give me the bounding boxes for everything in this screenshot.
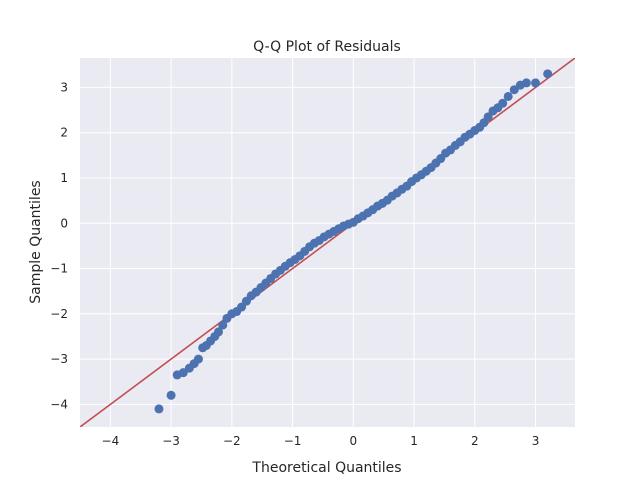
y-tick-label: 1 (60, 171, 68, 185)
y-tick-label: −4 (50, 397, 68, 411)
tick-labels: −4 −3 −2 −1 0 1 2 3 −4 −3 −2 −1 0 1 2 3 (50, 80, 539, 448)
x-tick-label: −1 (284, 434, 302, 448)
x-tick-label: 3 (532, 434, 540, 448)
x-tick-label: 1 (410, 434, 418, 448)
y-tick-label: 3 (60, 80, 68, 94)
data-point (166, 390, 176, 400)
y-tick-label: 2 (60, 126, 68, 140)
data-points (154, 69, 553, 414)
data-point (154, 404, 164, 414)
data-point (498, 98, 508, 108)
x-tick-label: −2 (223, 434, 241, 448)
data-point (193, 354, 203, 364)
grid-lines (80, 58, 575, 427)
data-point (521, 78, 531, 88)
y-tick-label: −2 (50, 307, 68, 321)
reference-line-layer (80, 58, 575, 427)
data-point (218, 320, 228, 330)
x-tick-label: −4 (102, 434, 120, 448)
y-tick-label: 0 (60, 216, 68, 230)
data-point (503, 91, 513, 101)
y-axis-label: Sample Quantiles (28, 180, 44, 303)
data-point (543, 69, 553, 79)
data-point (213, 327, 223, 337)
y-tick-label: −3 (50, 352, 68, 366)
data-point (531, 78, 541, 88)
chart-title: Q-Q Plot of Residuals (253, 39, 401, 55)
y-tick-label: −1 (50, 262, 68, 276)
x-tick-label: 2 (471, 434, 479, 448)
x-axis-label: Theoretical Quantiles (251, 460, 401, 476)
x-tick-label: 0 (349, 434, 357, 448)
reference-line (80, 58, 575, 427)
x-tick-label: −3 (162, 434, 180, 448)
